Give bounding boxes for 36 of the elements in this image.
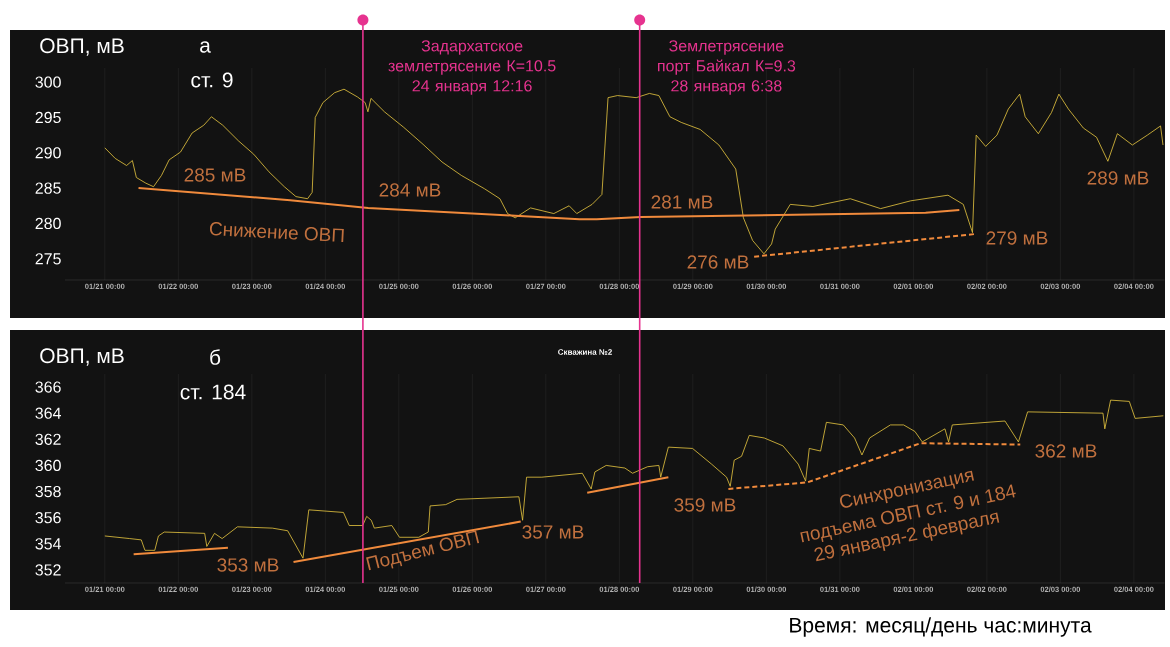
ref-line-label: Землетрясение порт Байкал К=9.3 28 января 6:38: [658, 40, 796, 95]
y-tick-label: 354: [35, 538, 61, 550]
y-tick-label: 285: [35, 182, 61, 194]
annotation: 289 мВ: [1087, 171, 1149, 185]
annotation: 362 мВ: [1035, 444, 1097, 458]
x-axis-title: Время: месяц/день час:минута: [790, 617, 1092, 637]
y-tick-label: 360: [35, 459, 61, 472]
annotation: 279 мВ: [986, 231, 1048, 245]
y-tick-label: 352: [35, 564, 61, 576]
annotation: 359 мВ: [674, 498, 736, 512]
annotation: 357 мВ: [522, 525, 584, 539]
y-tick-label: 300: [35, 76, 61, 88]
chart-subtitle: ст. 9: [191, 72, 233, 88]
y-tick-label: 358: [35, 485, 61, 498]
y-tick-label: 364: [35, 407, 61, 419]
y-tick-label: 362: [35, 433, 61, 445]
y-tick-label: 290: [35, 147, 61, 159]
annotation: Снижение ОВП: [209, 222, 344, 243]
annotation: 276 мВ: [687, 255, 749, 269]
y-tick-label: 295: [35, 111, 61, 124]
y-axis-title: ОВП, мВ: [40, 38, 124, 56]
annotation: 285 мВ: [184, 168, 246, 182]
annotation: 281 мВ: [651, 195, 713, 209]
y-axis-title: ОВП, мВ: [40, 348, 124, 366]
y-tick-label: 280: [35, 217, 61, 230]
text: Скважина №2: [558, 349, 612, 355]
annotation: Подъем ОВП: [366, 530, 480, 571]
y-tick-label: 275: [35, 253, 61, 265]
chart-subtitle: ст. 184: [180, 384, 246, 400]
chart-title: б: [210, 349, 221, 365]
y-tick-label: 366: [35, 381, 61, 393]
chart-title: а: [200, 41, 211, 53]
annotation: 353 мВ: [217, 558, 279, 572]
annotation: 284 мВ: [379, 183, 441, 197]
y-tick-label: 356: [35, 512, 61, 524]
ref-line-label: Задархатское землетрясение К=10.5 24 января 12:16: [388, 40, 556, 95]
